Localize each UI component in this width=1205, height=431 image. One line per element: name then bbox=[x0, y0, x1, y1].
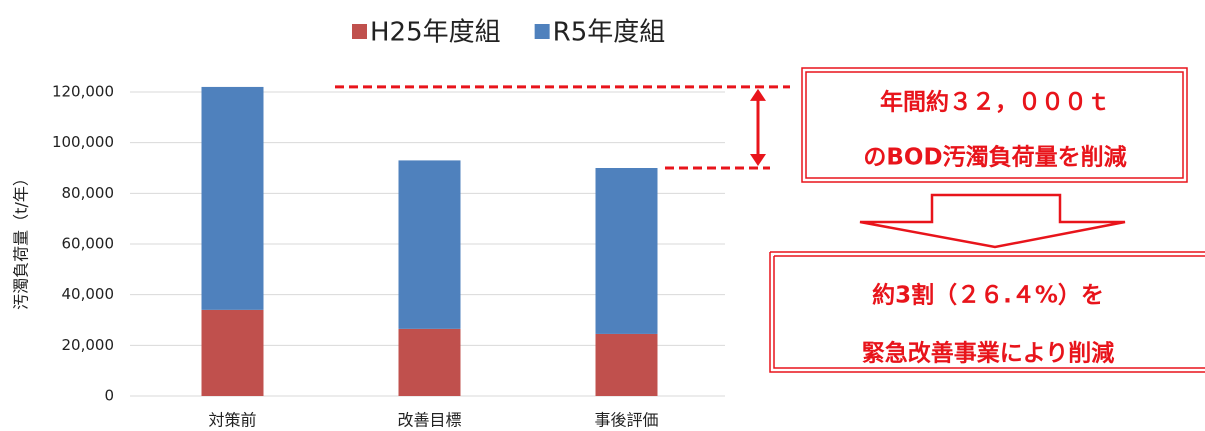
x-tick-label: 対策前 bbox=[208, 411, 256, 430]
x-tick-label: 事後評価 bbox=[594, 411, 658, 430]
annotation: 約3割（２６.４%）を bbox=[872, 282, 1104, 309]
annotation: 年間約３２，０００ｔ bbox=[880, 89, 1110, 116]
y-tick-label: 0 bbox=[104, 387, 114, 405]
note-box bbox=[801, 67, 1188, 183]
x-tick-label: 改善目標 bbox=[397, 411, 461, 430]
y-tick-label: 80,000 bbox=[62, 184, 115, 202]
down-arrow bbox=[859, 193, 1126, 249]
note-box-2 bbox=[769, 251, 1205, 373]
annotation: のBOD汚濁負荷量を削減 bbox=[863, 144, 1126, 171]
bar-segment bbox=[595, 333, 658, 396]
bar-segment bbox=[398, 160, 461, 329]
arrow-head bbox=[750, 88, 766, 101]
y-tick-label: 120,000 bbox=[52, 83, 114, 101]
bar-segment bbox=[201, 86, 264, 310]
bar-segment bbox=[595, 168, 658, 334]
arrow-head bbox=[750, 154, 766, 166]
y-tick-label: 40,000 bbox=[62, 285, 115, 303]
bar-segment bbox=[398, 328, 461, 396]
legend-label: H25年度組 bbox=[370, 18, 501, 48]
legend-swatch bbox=[352, 24, 367, 39]
bar-segment bbox=[201, 309, 264, 396]
y-tick-label: 100,000 bbox=[52, 133, 114, 151]
y-tick-label: 20,000 bbox=[62, 336, 115, 354]
note-box-inner bbox=[805, 71, 1184, 179]
y-tick-label: 60,000 bbox=[62, 235, 115, 253]
annotation: 緊急改善事業により削減 bbox=[862, 340, 1115, 367]
legend-swatch bbox=[534, 24, 550, 39]
legend-label: R5年度組 bbox=[553, 18, 666, 48]
y-axis-label: 汚濁負荷量（t/年） bbox=[12, 170, 31, 310]
